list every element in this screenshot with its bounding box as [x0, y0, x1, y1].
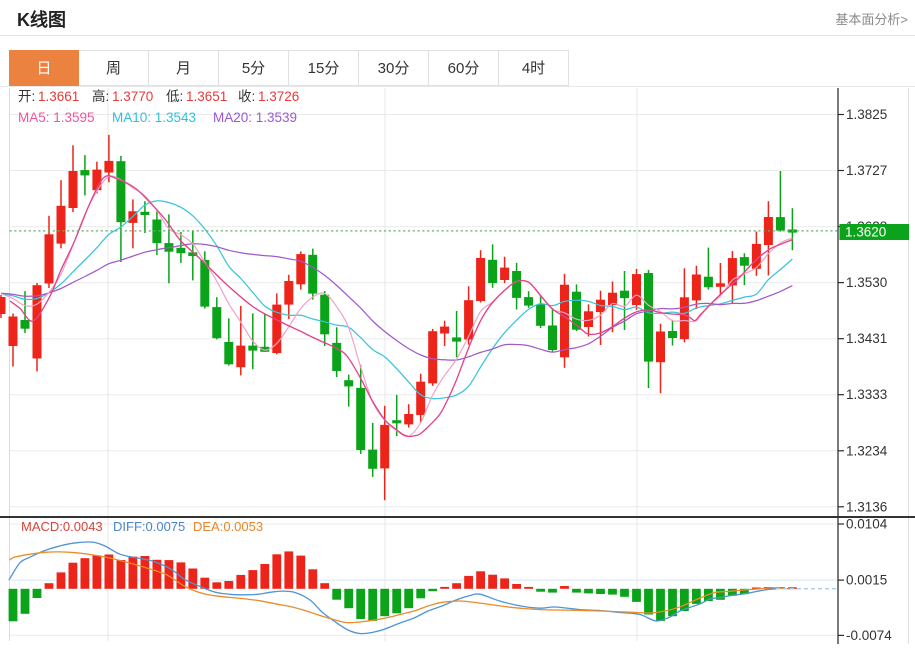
svg-text:1.3136: 1.3136	[846, 499, 887, 514]
svg-text:1.3234: 1.3234	[846, 443, 888, 458]
svg-text:收:: 收:	[238, 89, 255, 104]
svg-text:DIFF:0.0075: DIFF:0.0075	[113, 519, 185, 534]
svg-text:1.3661: 1.3661	[38, 89, 79, 104]
svg-text:1.3727: 1.3727	[846, 163, 887, 178]
svg-text:1.3530: 1.3530	[846, 275, 887, 290]
svg-text:高:: 高:	[92, 88, 109, 104]
svg-text:低:: 低:	[166, 89, 183, 104]
svg-text:1.3333: 1.3333	[846, 387, 887, 402]
svg-text:1.3825: 1.3825	[846, 107, 887, 122]
svg-text:1.3620: 1.3620	[845, 225, 886, 240]
svg-text:0.0015: 0.0015	[846, 573, 887, 588]
svg-text:MA5: 1.3595: MA5: 1.3595	[18, 110, 95, 125]
svg-text:1.3726: 1.3726	[258, 89, 299, 104]
svg-text:1.3431: 1.3431	[846, 331, 887, 346]
svg-text:-0.0074: -0.0074	[846, 628, 892, 643]
svg-text:开:: 开:	[18, 89, 35, 104]
svg-text:MA20: 1.3539: MA20: 1.3539	[213, 110, 297, 125]
svg-text:DEA:0.0053: DEA:0.0053	[193, 519, 263, 534]
svg-text:1.3651: 1.3651	[186, 89, 227, 104]
svg-text:0.0104: 0.0104	[846, 517, 888, 532]
svg-text:MACD:0.0043: MACD:0.0043	[21, 519, 103, 534]
svg-text:MA10: 1.3543: MA10: 1.3543	[112, 110, 196, 125]
svg-text:1.3770: 1.3770	[112, 89, 153, 104]
